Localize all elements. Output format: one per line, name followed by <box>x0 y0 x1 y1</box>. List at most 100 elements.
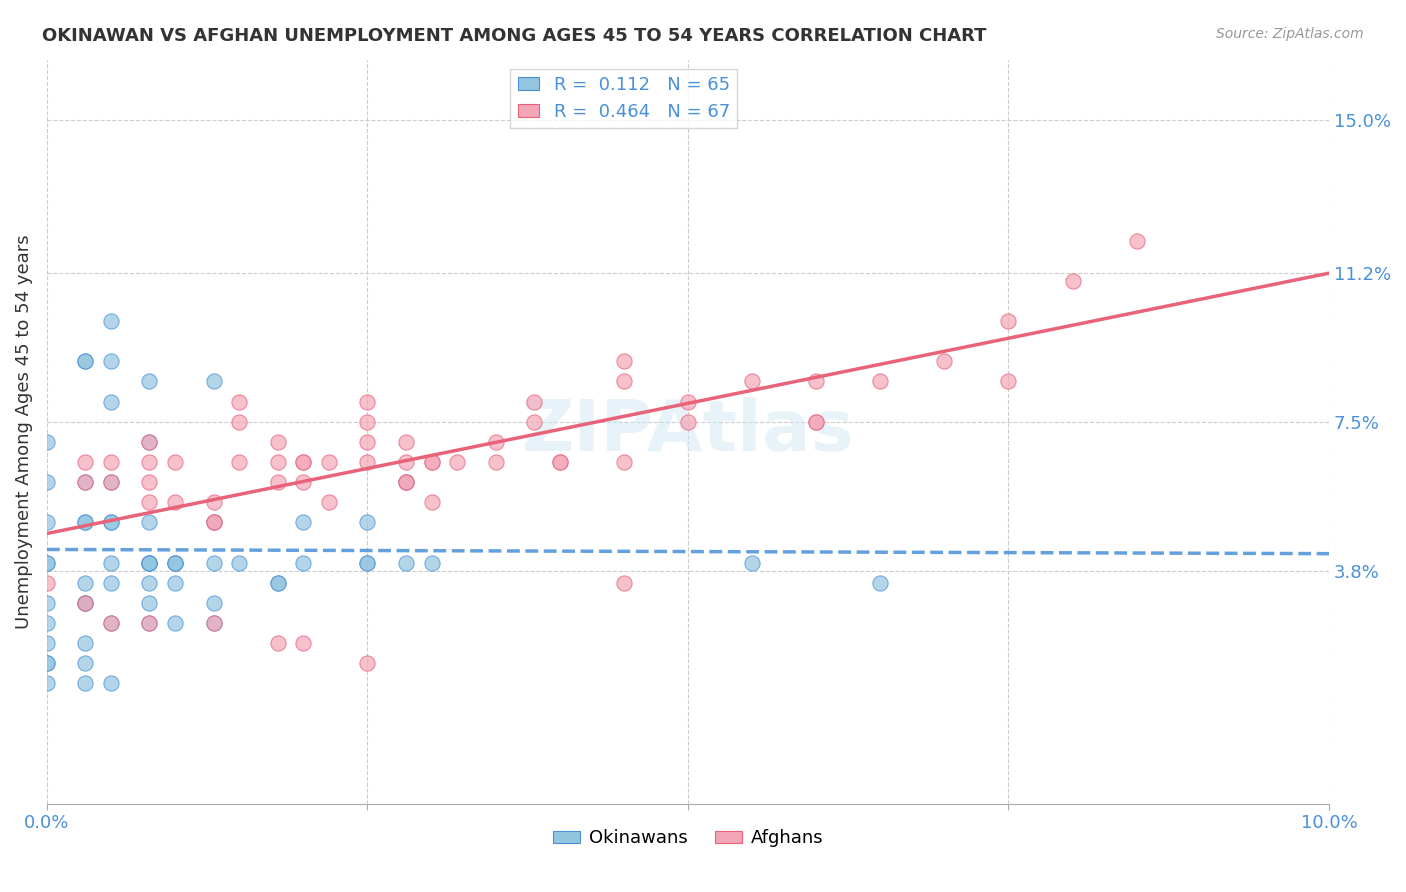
Point <box>75 575 97 590</box>
Point <box>202 516 225 530</box>
Point <box>395 475 418 489</box>
Point <box>202 375 225 389</box>
Point <box>869 375 891 389</box>
Point <box>35 676 58 690</box>
Point <box>35 556 58 570</box>
Point <box>1062 274 1084 288</box>
Point <box>138 615 160 630</box>
Point <box>138 516 160 530</box>
Point <box>100 615 122 630</box>
Point <box>266 455 288 469</box>
Point <box>100 475 122 489</box>
Point <box>548 455 571 469</box>
Point <box>100 354 122 368</box>
Point <box>75 656 97 670</box>
Point <box>356 434 378 449</box>
Point <box>75 516 97 530</box>
Point <box>138 615 160 630</box>
Point <box>138 375 160 389</box>
Point <box>35 656 58 670</box>
Text: ZIPAtlas: ZIPAtlas <box>522 397 855 467</box>
Text: OKINAWAN VS AFGHAN UNEMPLOYMENT AMONG AGES 45 TO 54 YEARS CORRELATION CHART: OKINAWAN VS AFGHAN UNEMPLOYMENT AMONG AG… <box>42 27 987 45</box>
Point <box>318 495 340 509</box>
Point <box>165 575 187 590</box>
Point <box>35 556 58 570</box>
Point <box>395 455 418 469</box>
Point <box>997 314 1019 328</box>
Point <box>292 556 315 570</box>
Point <box>100 475 122 489</box>
Point <box>997 375 1019 389</box>
Point <box>676 394 699 409</box>
Point <box>420 0 443 6</box>
Point <box>420 556 443 570</box>
Point <box>292 455 315 469</box>
Point <box>35 434 58 449</box>
Point <box>420 455 443 469</box>
Point <box>75 516 97 530</box>
Point <box>138 475 160 489</box>
Point <box>804 415 827 429</box>
Point <box>356 656 378 670</box>
Point <box>741 556 763 570</box>
Point <box>356 415 378 429</box>
Point <box>138 575 160 590</box>
Point <box>356 556 378 570</box>
Point <box>35 615 58 630</box>
Point <box>75 596 97 610</box>
Point <box>138 596 160 610</box>
Point <box>100 455 122 469</box>
Point <box>35 656 58 670</box>
Point <box>100 615 122 630</box>
Point <box>165 556 187 570</box>
Point <box>446 455 468 469</box>
Point <box>75 475 97 489</box>
Point <box>523 394 546 409</box>
Point <box>356 556 378 570</box>
Point <box>266 475 288 489</box>
Point <box>485 455 508 469</box>
Point <box>75 676 97 690</box>
Point <box>35 575 58 590</box>
Point <box>292 455 315 469</box>
Point <box>100 516 122 530</box>
Point <box>100 556 122 570</box>
Point <box>165 556 187 570</box>
Point <box>202 615 225 630</box>
Point <box>75 354 97 368</box>
Point <box>138 495 160 509</box>
Point <box>228 394 250 409</box>
Point <box>869 575 891 590</box>
Point <box>485 434 508 449</box>
Point <box>165 495 187 509</box>
Point <box>292 636 315 650</box>
Text: Source: ZipAtlas.com: Source: ZipAtlas.com <box>1216 27 1364 41</box>
Point <box>266 636 288 650</box>
Point <box>356 394 378 409</box>
Point <box>100 575 122 590</box>
Point <box>676 415 699 429</box>
Point <box>804 415 827 429</box>
Point <box>804 375 827 389</box>
Point <box>523 415 546 429</box>
Point <box>165 455 187 469</box>
Point <box>292 475 315 489</box>
Point <box>75 455 97 469</box>
Point <box>165 615 187 630</box>
Point <box>202 516 225 530</box>
Point <box>613 354 636 368</box>
Point <box>613 375 636 389</box>
Point <box>548 455 571 469</box>
Point <box>35 475 58 489</box>
Point <box>202 495 225 509</box>
Point <box>292 516 315 530</box>
Point <box>356 516 378 530</box>
Point <box>138 556 160 570</box>
Point <box>356 455 378 469</box>
Point <box>100 516 122 530</box>
Point <box>138 434 160 449</box>
Point <box>35 596 58 610</box>
Point <box>395 556 418 570</box>
Point <box>613 455 636 469</box>
Point <box>75 475 97 489</box>
